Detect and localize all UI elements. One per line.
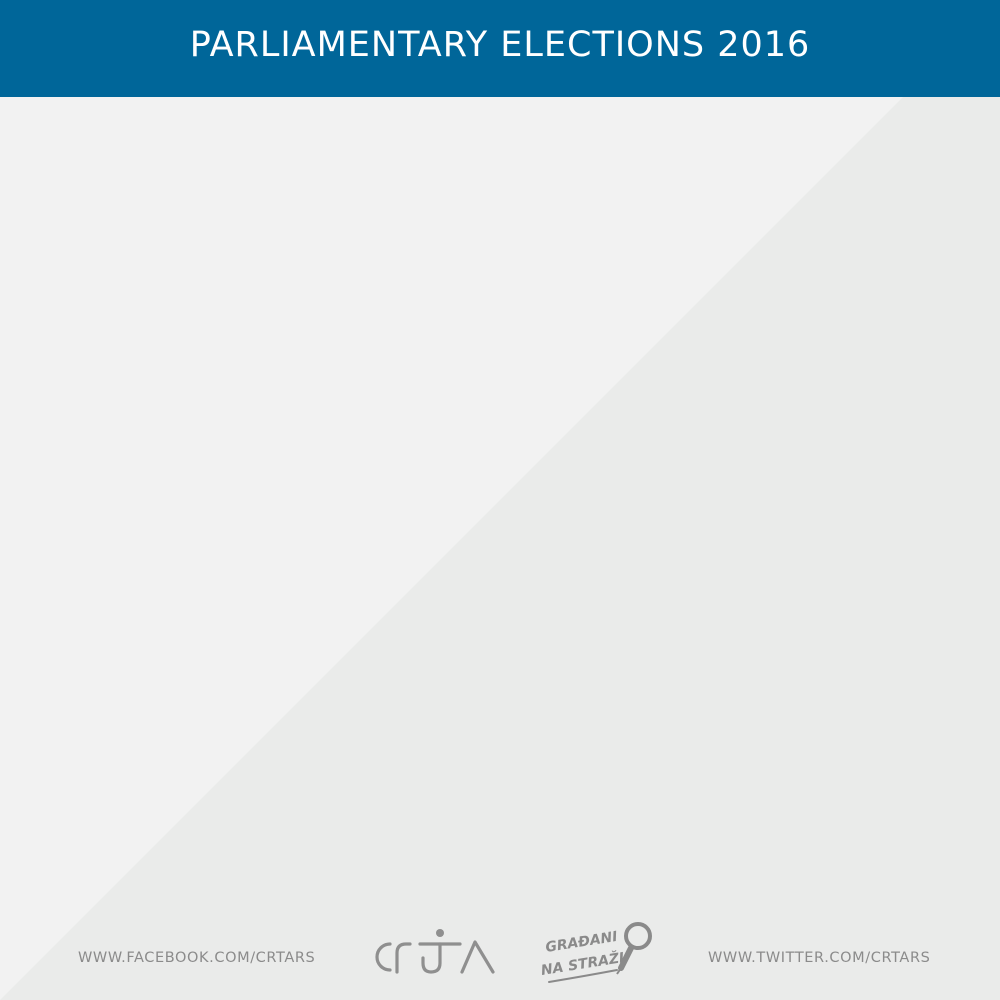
facebook-link[interactable]: WWW.FACEBOOK.COM/CRTARS <box>78 950 316 966</box>
crta-logo <box>375 929 495 974</box>
header-bar: PARLIAMENTARY ELECTIONS 2016 <box>0 0 1000 97</box>
twitter-link[interactable]: WWW.TWITTER.COM/CRTARS <box>708 950 931 966</box>
gradjani-na-strazi-logo: GRAĐANI NA STRAŽI <box>540 922 652 983</box>
page-title: PARLIAMENTARY ELECTIONS 2016 <box>189 24 811 65</box>
